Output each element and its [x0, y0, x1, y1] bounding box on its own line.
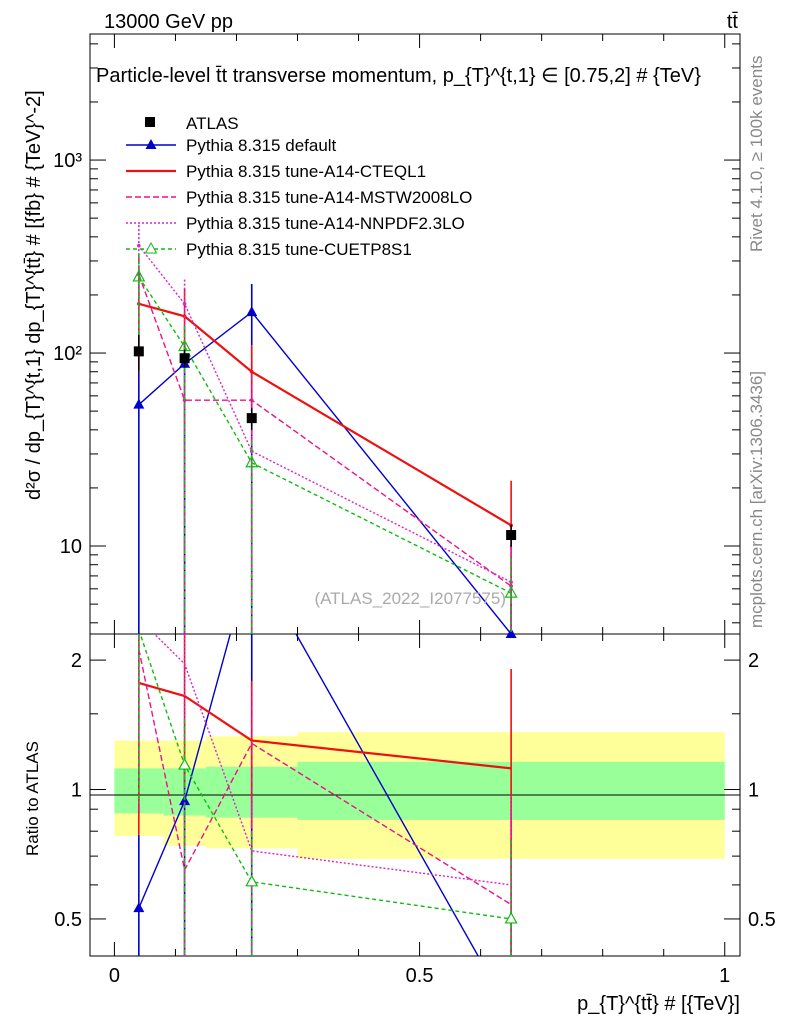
series-3-ratio-line — [153, 634, 512, 886]
series-1-marker — [249, 369, 254, 374]
mcplots-label: mcplots.cern.ch [arXiv:1306.3436] — [747, 371, 766, 628]
series-2-ratio-line — [138, 649, 512, 906]
beam-label: 13000 GeV pp — [104, 11, 233, 33]
main-series — [132, 225, 518, 638]
analysis-tag: (ATLAS_2022_I2077575) — [314, 589, 506, 608]
series-3-legend-label: Pythia 8.315 tune-A14-NNPDF2.3LO — [186, 214, 465, 233]
series-4-legend-marker — [144, 241, 158, 254]
x-tick-label: 0.5 — [406, 965, 434, 987]
series-0-line — [138, 311, 512, 635]
y-tick-label: 10² — [53, 343, 82, 365]
y-tick-label: 10³ — [53, 150, 82, 172]
legend: ATLAS Pythia 8.315 default Pythia 8.315 t… — [126, 114, 472, 259]
series-3-marker — [182, 301, 187, 306]
process-label: tt̄ — [727, 11, 739, 33]
ratio-tick-label-left: 2 — [71, 650, 82, 672]
atlas-data-point — [246, 413, 257, 424]
x-tick-label: 1 — [719, 965, 730, 987]
ratio-tick-label-right: 2 — [748, 650, 759, 672]
atlas-data-point — [179, 353, 190, 364]
series-2-marker — [249, 398, 254, 402]
legend-atlas-label: ATLAS — [186, 114, 239, 133]
ratio-tick-label-left: 0.5 — [54, 909, 82, 931]
ratio-y-axis-label: Ratio to ATLAS — [23, 741, 42, 856]
x-axis-label: p_{T}^{tt̄} # [{TeV}] — [577, 993, 740, 1015]
atlas-data-point — [133, 346, 144, 357]
axes: 0 0.5 1 10 10² 10³ 0.5 0.5 1 1 2 2 — [53, 34, 776, 987]
ratio-tick-label-right: 0.5 — [748, 909, 776, 931]
series-1-legend-label: Pythia 8.315 tune-A14-CTEQL1 — [186, 162, 426, 181]
series-3-marker — [137, 243, 141, 248]
series-0-marker — [246, 306, 258, 317]
atlas-data-point — [506, 530, 517, 541]
series-4-ratio-marker — [504, 911, 518, 924]
series-0-legend-marker — [145, 139, 157, 149]
series-0-marker — [133, 398, 145, 409]
ratio-tick-label-right: 1 — [748, 780, 759, 802]
series-0-legend-label: Pythia 8.315 default — [186, 136, 337, 155]
legend-atlas-marker — [145, 117, 155, 127]
series-4-ratio-marker — [245, 874, 259, 887]
y-tick-label: 10 — [60, 536, 82, 558]
series-4-marker — [504, 585, 518, 598]
series-2-line — [138, 274, 512, 587]
chart-title: Particle-level t̄t transverse momentum, … — [96, 65, 701, 87]
series-4-marker — [132, 269, 146, 282]
series-4-ratio-line — [139, 634, 512, 920]
ratio-tick-label-left: 1 — [71, 780, 82, 802]
series-0-ratio-line — [138, 634, 479, 956]
series-0-marker — [505, 628, 517, 638]
series-4-ratio-marker — [178, 757, 192, 770]
series-4-legend-label: Pythia 8.315 tune-CUETP8S1 — [186, 240, 412, 259]
y-axis-label: d²σ / dp_{T}^{t,1} dp_{T}^{tt̄} # [{fb} … — [23, 90, 45, 500]
ratio-series — [133, 634, 518, 956]
series-4-marker — [245, 455, 259, 468]
series-1-ratio-line — [138, 681, 512, 770]
rivet-label: Rivet 4.1.0, ≥ 100k events — [747, 56, 766, 252]
series-4-line — [138, 276, 512, 594]
series-2-legend-label: Pythia 8.315 tune-A14-MSTW2008LO — [186, 188, 472, 207]
series-3-line — [138, 245, 512, 583]
series-0-ratio-marker — [133, 902, 145, 913]
x-tick-label: 0 — [109, 965, 120, 987]
series-1-line — [138, 302, 512, 527]
